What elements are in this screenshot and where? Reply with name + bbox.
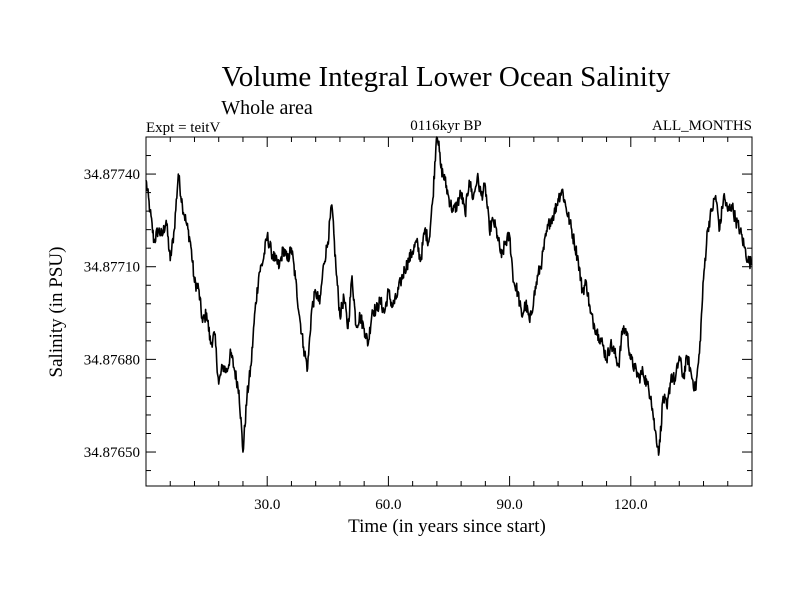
y-axis-ticks: 34.87650 34.87680 34.87710 34.87740 — [84, 136, 752, 472]
x-tick-label: 30.0 — [254, 497, 280, 513]
y-tick-label: 34.87650 — [84, 445, 140, 461]
period-label: 0116kyr BP — [410, 118, 482, 134]
experiment-label: Expt = teitV — [146, 120, 220, 136]
y-axis-label: Salinity (in PSU) — [46, 247, 67, 378]
chart-subtitle: Whole area — [221, 97, 313, 119]
chart-title: Volume Integral Lower Ocean Salinity — [222, 61, 671, 93]
y-tick-label: 34.87710 — [84, 260, 140, 276]
x-axis-ticks: 30.0 60.0 90.0 120.0 — [169, 137, 753, 513]
y-tick-label: 34.87680 — [84, 352, 140, 368]
y-tick-label: 34.87740 — [84, 167, 140, 183]
plot-frame — [145, 136, 753, 487]
x-tick-label: 90.0 — [496, 497, 522, 513]
months-label: ALL_MONTHS — [652, 118, 752, 134]
x-tick-label: 120.0 — [614, 497, 648, 513]
salinity-series-line — [145, 136, 753, 456]
x-axis-label: Time (in years since start) — [348, 516, 546, 537]
x-tick-label: 60.0 — [375, 497, 401, 513]
